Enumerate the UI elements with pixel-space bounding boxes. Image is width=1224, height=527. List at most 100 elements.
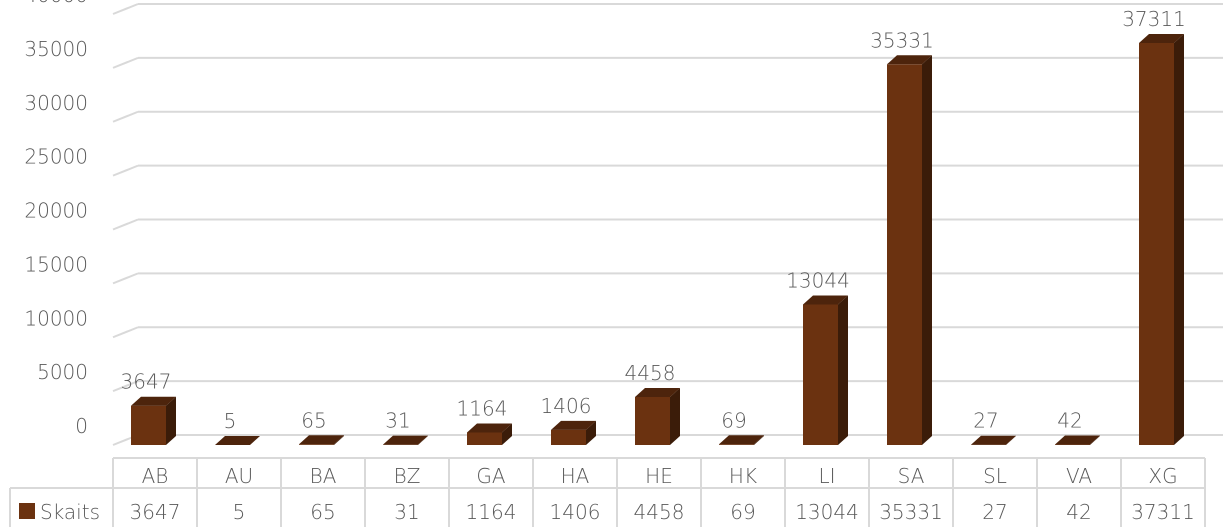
bar-li xyxy=(803,295,848,445)
bar-front xyxy=(467,432,502,445)
gridline-diagonal xyxy=(112,3,139,15)
bar-side xyxy=(250,435,260,445)
table-value: 1406 xyxy=(550,500,601,524)
data-labels: 3647 5 65 31 1164 1406 4458 69 13044 35331 27 42 373… xyxy=(121,7,1186,433)
table-value: 35331 xyxy=(879,500,943,524)
bar-sa xyxy=(887,55,932,446)
bar-front xyxy=(719,444,754,445)
table-value: 1164 xyxy=(466,500,517,524)
bar-top xyxy=(971,435,1016,445)
data-label: 1164 xyxy=(457,396,508,420)
data-label: 69 xyxy=(721,408,746,432)
data-label: 35331 xyxy=(870,28,934,52)
y-tick-label: 20000 xyxy=(24,199,88,223)
gridline-diagonal xyxy=(112,272,139,285)
y-tick-label: 40000 xyxy=(24,0,88,7)
table-value: 5 xyxy=(233,500,246,524)
bar-side xyxy=(502,423,512,445)
gridline-diagonal xyxy=(112,110,139,123)
bar-sl xyxy=(971,435,1016,445)
bar-ba xyxy=(299,435,344,445)
gridline-diagonal xyxy=(112,164,139,177)
bar-top xyxy=(215,435,260,445)
category-label: AB xyxy=(142,464,169,488)
table-value: 69 xyxy=(730,500,755,524)
data-label: 42 xyxy=(1057,409,1082,433)
bar-front xyxy=(131,405,166,445)
category-label: XG xyxy=(1148,464,1177,488)
category-label: GA xyxy=(476,464,505,488)
category-label: LI xyxy=(818,464,835,488)
bar-top xyxy=(131,396,176,406)
y-tick-label: 25000 xyxy=(24,145,88,169)
data-label: 4458 xyxy=(625,361,676,385)
bar-front xyxy=(299,444,334,445)
category-label: HA xyxy=(561,464,590,488)
table-value: 37311 xyxy=(1131,500,1195,524)
bar-side xyxy=(586,420,596,445)
bar-side xyxy=(334,435,344,445)
y-tick-label: 0 xyxy=(75,414,88,438)
data-label: 65 xyxy=(301,408,326,432)
bar-side xyxy=(922,55,932,446)
gridlines xyxy=(112,3,1223,446)
bar-side xyxy=(838,295,848,445)
category-label: AU xyxy=(225,464,253,488)
bar-top xyxy=(1139,33,1184,43)
bar-top xyxy=(299,435,344,445)
y-axis: 0 5000 10000 15000 20000 25000 30000 35000 40000 xyxy=(24,0,88,438)
y-tick-label: 15000 xyxy=(24,252,88,276)
data-label: 3647 xyxy=(121,370,172,394)
gridline-diagonal xyxy=(112,326,139,339)
bar-side xyxy=(670,387,680,445)
y-tick-label: 35000 xyxy=(24,37,88,61)
data-label: 31 xyxy=(385,409,410,433)
bars xyxy=(131,33,1184,446)
data-table: AB AU BA BZ GA HA HE HK LI SA SL VA XG Skaits 3647 5 65 3… xyxy=(9,457,1206,527)
y-tick-label: 10000 xyxy=(24,306,88,330)
bar-side xyxy=(1090,435,1100,445)
bar-ga xyxy=(467,423,512,445)
bar-side xyxy=(166,396,176,445)
category-label: HK xyxy=(729,464,757,488)
bar-side xyxy=(418,435,428,445)
bar-ab xyxy=(131,396,176,445)
bar-front xyxy=(803,304,838,445)
bar-top xyxy=(1055,435,1100,445)
data-label: 5 xyxy=(224,409,237,433)
bar-front xyxy=(1139,42,1174,446)
category-label: VA xyxy=(1066,464,1092,488)
bar-top xyxy=(383,435,428,445)
y-tick-label: 30000 xyxy=(24,91,88,115)
gridline-diagonal xyxy=(112,380,139,393)
bar-side xyxy=(1006,435,1016,445)
bar-au xyxy=(215,435,260,445)
bar-top xyxy=(467,423,512,433)
bar-xg xyxy=(1139,33,1184,446)
y-tick-label: 5000 xyxy=(37,360,88,384)
table-value: 13044 xyxy=(795,500,859,524)
table-value: 27 xyxy=(982,500,1007,524)
category-label: SL xyxy=(983,464,1007,488)
bar-front xyxy=(887,64,922,445)
bar-ha xyxy=(551,420,596,445)
bar-he xyxy=(635,387,680,445)
table-value: 3647 xyxy=(130,500,181,524)
gridline-diagonal xyxy=(112,56,139,69)
table-value: 31 xyxy=(394,500,419,524)
bar-top xyxy=(719,435,764,445)
category-label: BA xyxy=(310,464,337,488)
bar-top xyxy=(551,420,596,430)
bar-va xyxy=(1055,435,1100,445)
data-label: 37311 xyxy=(1122,7,1186,31)
table-value: 42 xyxy=(1066,500,1091,524)
category-label: BZ xyxy=(394,464,421,488)
bar-bz xyxy=(383,435,428,445)
bar-hk xyxy=(719,435,764,445)
bar-top xyxy=(887,55,932,65)
bar-front xyxy=(635,396,670,445)
bar-side xyxy=(1174,33,1184,446)
legend-swatch xyxy=(19,503,35,519)
table-value: 65 xyxy=(310,500,335,524)
